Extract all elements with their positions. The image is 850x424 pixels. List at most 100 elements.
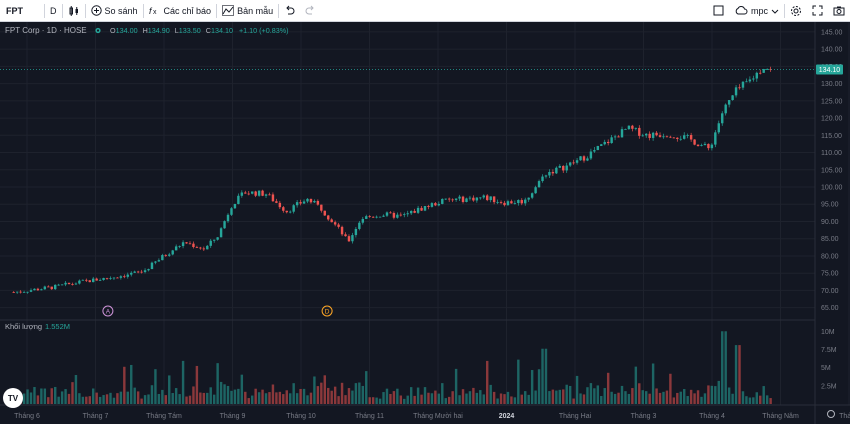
volume-bar xyxy=(53,386,57,404)
volume-bar xyxy=(644,391,648,404)
candle-body xyxy=(444,198,447,200)
volume-bar xyxy=(513,397,517,404)
candle-body xyxy=(150,262,154,270)
candle-body xyxy=(50,286,53,290)
time-axis[interactable]: Tháng 6 Tháng 7 Tháng Tám Tháng 9 Tháng 10 Th… xyxy=(14,413,850,420)
volume-bar xyxy=(579,393,582,404)
event-marker-label: D xyxy=(325,309,330,316)
volume-bar xyxy=(351,390,354,404)
volume-bar xyxy=(600,395,603,404)
price-tick-label: 105.00 xyxy=(821,167,843,174)
fullscreen-button[interactable] xyxy=(807,0,828,22)
candle-body xyxy=(230,208,233,215)
candle-body xyxy=(634,127,638,129)
volume-bar xyxy=(109,392,112,404)
symbol-search-button[interactable]: FPT xyxy=(0,0,44,22)
redo-button[interactable] xyxy=(300,0,321,22)
candle-body xyxy=(644,133,648,136)
volume-bar xyxy=(403,398,406,404)
candle-body xyxy=(57,284,60,286)
candle-body xyxy=(285,210,288,213)
volume-bar xyxy=(606,372,610,404)
candle-body xyxy=(81,279,85,281)
event-marker-circle[interactable] xyxy=(321,305,333,317)
candle-body xyxy=(679,138,682,140)
close-label: C xyxy=(206,26,211,35)
chart-area[interactable]: 65.00 70.00 75.00 80.00 85.00 90.00 95.00 100.0… xyxy=(0,22,850,424)
chart-type-button[interactable] xyxy=(63,0,85,22)
volume-bar xyxy=(278,391,282,404)
interval-button[interactable]: D xyxy=(45,0,62,22)
volume-legend[interactable]: Khối lượng 1.552M xyxy=(5,322,70,331)
candle-body xyxy=(409,210,413,214)
settings-button[interactable] xyxy=(785,0,807,22)
save-layout-button[interactable]: mpc xyxy=(729,0,784,22)
candle-body xyxy=(92,278,95,283)
undo-button[interactable] xyxy=(279,0,300,22)
volume-bar xyxy=(389,393,392,404)
volume-bar xyxy=(154,369,157,404)
price-tick-label: 100.00 xyxy=(821,185,843,192)
candle-body xyxy=(212,239,216,241)
compare-button[interactable]: So sánh xyxy=(86,0,143,22)
templates-button[interactable]: Bản mẫu xyxy=(217,0,278,22)
volume-label: Khối lượng xyxy=(5,322,42,331)
volume-bar xyxy=(441,383,444,404)
volume-bar xyxy=(130,364,133,404)
volume-bar xyxy=(371,397,375,404)
tradingview-logo[interactable]: TV xyxy=(3,388,23,408)
volume-bar xyxy=(707,385,710,404)
volume-bar xyxy=(192,386,195,404)
candle-body xyxy=(60,284,64,286)
chart-background xyxy=(0,22,850,424)
candle-body xyxy=(323,210,326,216)
volume-bar xyxy=(29,392,33,404)
volume-bar xyxy=(143,395,147,404)
candle-body xyxy=(548,171,551,176)
symbol-legend[interactable]: FPT Corp · 1D · HOSE O134.00 H134.90 L13… xyxy=(5,26,289,35)
candle-body xyxy=(309,198,313,203)
volume-bar xyxy=(738,345,741,404)
volume-bar xyxy=(233,389,237,404)
layout-button[interactable] xyxy=(708,0,729,22)
candle-body xyxy=(555,167,558,174)
toolbar-divider xyxy=(44,3,45,18)
candle-body xyxy=(29,290,33,292)
candle-body xyxy=(738,87,741,89)
layout-name-label: mpc xyxy=(750,5,768,16)
event-marker-circle[interactable] xyxy=(102,305,114,317)
volume-bar xyxy=(95,392,98,404)
volume-bar xyxy=(530,370,534,404)
volume-bar xyxy=(26,389,29,404)
candle-body xyxy=(365,216,368,219)
candle-body xyxy=(354,228,358,236)
candle-body xyxy=(416,207,420,213)
volume-bar xyxy=(57,396,60,404)
volume-bar xyxy=(672,397,676,404)
time-tick-label: 2024 xyxy=(499,413,515,420)
volume-axis[interactable]: 2.5M 5M 7.5M 10M xyxy=(821,329,837,391)
time-settings-button[interactable] xyxy=(827,410,835,418)
volume-bar xyxy=(727,387,731,404)
volume-bar xyxy=(527,394,530,404)
candle-body xyxy=(302,201,306,204)
volume-bar xyxy=(679,391,682,404)
snapshot-button[interactable] xyxy=(828,0,850,22)
time-tick-label: Tháng 6 xyxy=(14,413,40,420)
price-tick-label: 130.00 xyxy=(821,81,843,88)
volume-bar xyxy=(102,395,105,404)
candle-body xyxy=(244,192,247,194)
candle-body xyxy=(40,289,43,291)
volume-bar xyxy=(295,393,299,404)
volume-bar xyxy=(413,395,416,404)
cloud-icon xyxy=(735,6,748,15)
candle-body xyxy=(226,214,230,222)
candle-body xyxy=(717,123,720,133)
volume-bar xyxy=(669,373,672,404)
candle-body xyxy=(233,203,237,209)
candle-body xyxy=(195,247,199,248)
volume-bar xyxy=(745,396,748,404)
volume-bar xyxy=(119,391,123,404)
